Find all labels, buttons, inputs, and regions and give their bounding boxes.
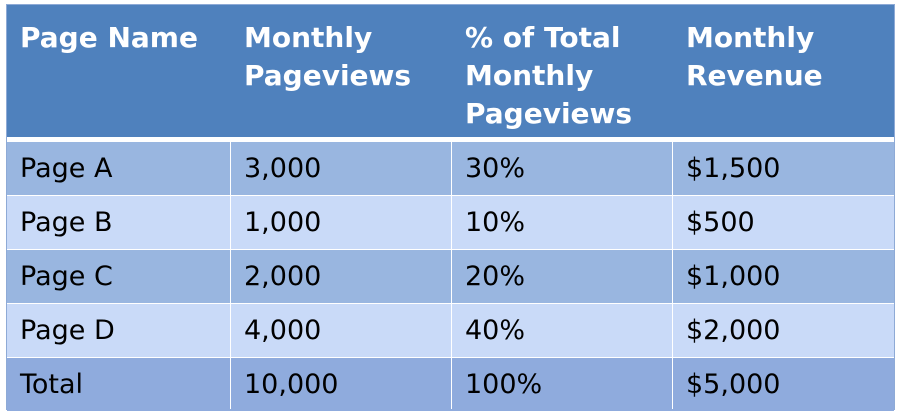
cell-percent: 30% [465,153,526,184]
cell-pageviews: 1,000 [244,207,322,238]
table-row: Page B 1,000 10% $500 [7,195,894,249]
table-header-row: Page Name Monthly Pageviews % of Total M… [7,5,894,141]
cell-pageviews: 4,000 [244,315,322,346]
cell-revenue: $1,500 [686,153,781,184]
cell-pageviews: 2,000 [244,261,322,292]
header-monthly-pageviews: Monthly Pageviews [244,21,412,92]
cell-revenue: $2,000 [686,315,781,346]
table-total-row: Total 10,000 100% $5,000 [7,357,894,411]
cell-percent: 10% [465,207,526,238]
table-row: Page C 2,000 20% $1,000 [7,249,894,303]
column-divider [230,141,231,409]
header-page-name: Page Name [20,21,198,54]
cell-percent: 20% [465,261,526,292]
cell-total-percent: 100% [465,369,543,400]
cell-revenue: $500 [686,207,755,238]
table-row: Page A 3,000 30% $1,500 [7,141,894,195]
cell-page-name: Page C [20,261,113,292]
cell-revenue: $1,000 [686,261,781,292]
cell-pageviews: 3,000 [244,153,322,184]
column-divider [672,141,673,409]
pageviews-revenue-table: Page Name Monthly Pageviews % of Total M… [6,4,895,411]
cell-total-pageviews: 10,000 [244,369,339,400]
table-row: Page D 4,000 40% $2,000 [7,303,894,357]
cell-total-revenue: $5,000 [686,369,781,400]
cell-total-label: Total [20,369,84,400]
cell-page-name: Page D [20,315,115,346]
cell-percent: 40% [465,315,526,346]
cell-page-name: Page A [20,153,113,184]
header-monthly-revenue: Monthly Revenue [686,21,823,92]
column-divider [451,141,452,409]
header-percent-total-pageviews: % of Total Monthly Pageviews [465,21,633,130]
cell-page-name: Page B [20,207,113,238]
